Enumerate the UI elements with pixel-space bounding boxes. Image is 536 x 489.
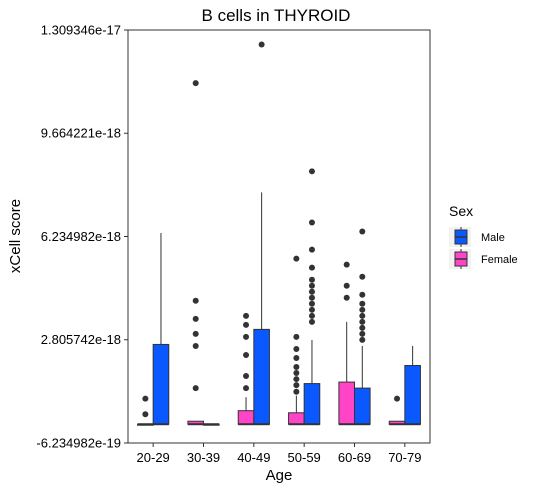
box-female-30-39	[187, 80, 205, 426]
outlier-point	[359, 273, 366, 280]
legend-title: Sex	[449, 203, 473, 219]
x-tick-label: 70-79	[388, 450, 421, 465]
outlier-point	[308, 276, 315, 283]
outlier-point	[192, 297, 199, 304]
outlier-point	[243, 312, 250, 319]
outlier-point	[359, 300, 366, 307]
plot-panel	[127, 29, 431, 444]
x-axis-title: Age	[266, 467, 293, 484]
legend: Sex Male Female	[449, 203, 518, 269]
outlier-point	[293, 388, 300, 395]
outlier-point	[243, 333, 250, 340]
outlier-point	[359, 291, 366, 298]
outlier-point	[293, 345, 300, 352]
outlier-point	[359, 324, 366, 331]
outlier-point	[243, 351, 250, 358]
box-body	[152, 343, 170, 425]
box-female-50-59	[288, 255, 305, 426]
box-body	[303, 383, 321, 425]
box-body	[354, 387, 371, 425]
outlier-point	[359, 312, 366, 319]
box-male-50-59	[303, 168, 321, 426]
box-male-40-49	[253, 41, 270, 426]
box-female-40-49	[237, 312, 255, 426]
box-body	[338, 381, 356, 425]
x-tick-label: 30-39	[187, 450, 220, 465]
outlier-point	[192, 330, 199, 337]
x-tick-label: 60-69	[338, 450, 371, 465]
outlier-point	[308, 168, 315, 175]
y-axis-title: xCell score	[7, 199, 24, 273]
outlier-point	[359, 336, 366, 343]
box-male-60-69	[354, 228, 371, 426]
box-female-70-79	[388, 395, 406, 426]
x-tick-label: 40-49	[237, 450, 270, 465]
box-body	[288, 412, 305, 425]
outlier-point	[142, 395, 149, 402]
outlier-point	[293, 382, 300, 389]
chart-title: B cells in THYROID	[202, 6, 351, 25]
outlier-point	[343, 261, 350, 268]
outlier-point	[293, 370, 300, 377]
outlier-point	[243, 373, 250, 380]
outlier-point	[293, 354, 300, 361]
box-male-70-79	[404, 345, 421, 426]
box-female-60-69	[338, 261, 356, 426]
outlier-point	[293, 364, 300, 371]
outlier-point	[258, 41, 265, 48]
outlier-point	[243, 385, 250, 392]
x-tick-label: 20-29	[137, 450, 170, 465]
outlier-point	[343, 294, 350, 301]
outlier-point	[243, 321, 250, 328]
outlier-point	[343, 282, 350, 289]
box-body	[404, 365, 421, 425]
outlier-point	[308, 219, 315, 226]
outlier-point	[308, 288, 315, 295]
y-axis: -6.234982e-19 2.805742e-18 6.234982e-18 9.6…	[36, 23, 128, 451]
outlier-point	[192, 315, 199, 322]
outlier-point	[192, 342, 199, 349]
outlier-point	[308, 282, 315, 289]
y-tick-label: 1.309346e-17	[41, 23, 121, 38]
box-body	[253, 328, 270, 425]
outlier-point	[293, 333, 300, 340]
outlier-point	[359, 228, 366, 235]
outlier-point	[359, 330, 366, 337]
outlier-point	[308, 246, 315, 253]
outlier-point	[293, 255, 300, 262]
x-tick-label: 50-59	[288, 450, 321, 465]
legend-label-male: Male	[481, 232, 505, 244]
outlier-point	[308, 306, 315, 313]
outlier-point	[394, 395, 401, 402]
y-tick-label: -6.234982e-19	[36, 436, 121, 451]
y-tick-label: 9.664221e-18	[41, 126, 121, 141]
box-body	[237, 410, 255, 425]
outlier-point	[308, 312, 315, 319]
y-tick-label: 2.805742e-18	[41, 332, 121, 347]
outlier-point	[359, 306, 366, 313]
box-male-30-39	[203, 423, 220, 426]
legend-label-female: Female	[481, 254, 518, 266]
y-tick-label: 6.234982e-18	[41, 229, 121, 244]
outlier-point	[192, 385, 199, 392]
box-plots	[137, 41, 421, 426]
outlier-point	[293, 376, 300, 383]
x-axis: 20-29 30-39 40-49 50-59 60-69 70-79	[137, 443, 421, 465]
outlier-point	[308, 300, 315, 307]
box-male-20-29	[152, 233, 170, 426]
outlier-point	[359, 318, 366, 325]
outlier-point	[308, 318, 315, 325]
outlier-point	[308, 264, 315, 271]
outlier-point	[308, 294, 315, 301]
outlier-point	[142, 411, 149, 418]
box-female-20-29	[137, 395, 154, 426]
outlier-point	[192, 80, 199, 87]
